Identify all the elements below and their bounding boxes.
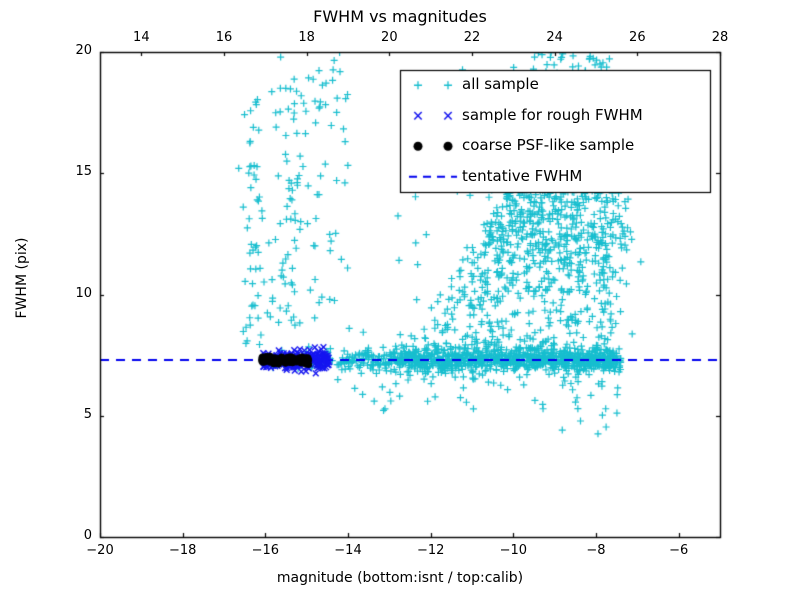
legend-item-label[interactable]: all sample	[462, 75, 539, 94]
legend-item-label[interactable]: coarse PSF-like sample	[462, 136, 635, 155]
legend-item-label[interactable]: tentative FWHM	[462, 166, 583, 185]
legend-item-label[interactable]: sample for rough FWHM	[462, 105, 643, 124]
